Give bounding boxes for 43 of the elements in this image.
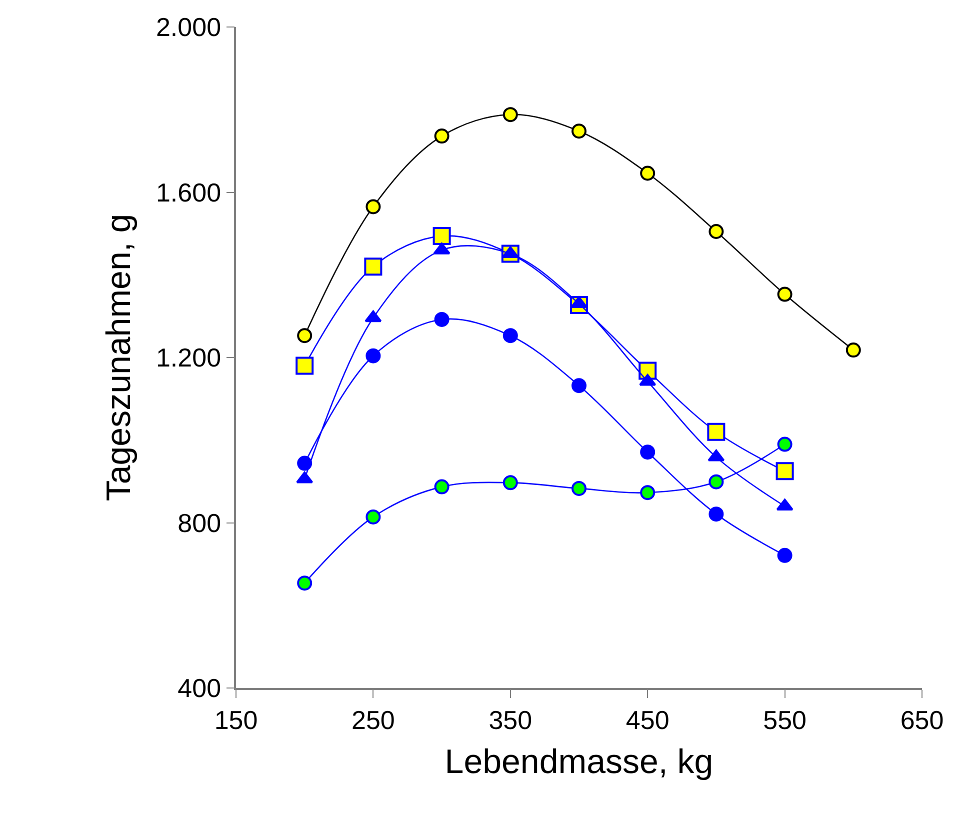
point: [432, 227, 451, 246]
point: [846, 342, 861, 358]
point: [707, 422, 726, 441]
point: [366, 348, 381, 364]
point: [572, 124, 586, 139]
point: [297, 328, 312, 344]
x-tick-label: 550: [763, 704, 806, 735]
y-tick-label: 400: [178, 673, 222, 704]
x-tick-label: 350: [488, 704, 532, 735]
y-tick-label: 1.600: [156, 177, 222, 208]
point: [572, 378, 586, 394]
point: [434, 128, 450, 144]
x-axis-title: Lebendmasse, kg: [444, 742, 714, 781]
point: [502, 328, 518, 344]
y-tick-label: 800: [178, 508, 222, 538]
point: [777, 286, 792, 302]
x-tick-label: 450: [626, 704, 670, 735]
y-tick-label: 1.200: [156, 342, 222, 373]
point: [708, 506, 724, 522]
point: [640, 444, 656, 460]
point: [708, 224, 724, 239]
point: [502, 107, 518, 122]
point: [640, 485, 656, 500]
point: [364, 258, 382, 276]
point: [297, 456, 312, 471]
point: [502, 475, 518, 490]
x-tick-label: 650: [900, 704, 944, 735]
point: [434, 479, 450, 494]
point: [777, 548, 792, 563]
y-tick-label: 2.000: [156, 12, 222, 42]
y-axis-title: Tageszunahmen, g: [100, 214, 138, 502]
point: [297, 576, 312, 591]
x-tick-label: 150: [214, 704, 258, 735]
point: [572, 480, 586, 496]
point: [708, 474, 724, 490]
x-tick-label: 250: [352, 704, 395, 735]
point: [776, 462, 794, 480]
point: [366, 199, 381, 214]
point: [640, 166, 656, 181]
point: [777, 436, 792, 452]
point: [296, 356, 314, 375]
point: [366, 509, 381, 524]
point: [434, 312, 450, 327]
